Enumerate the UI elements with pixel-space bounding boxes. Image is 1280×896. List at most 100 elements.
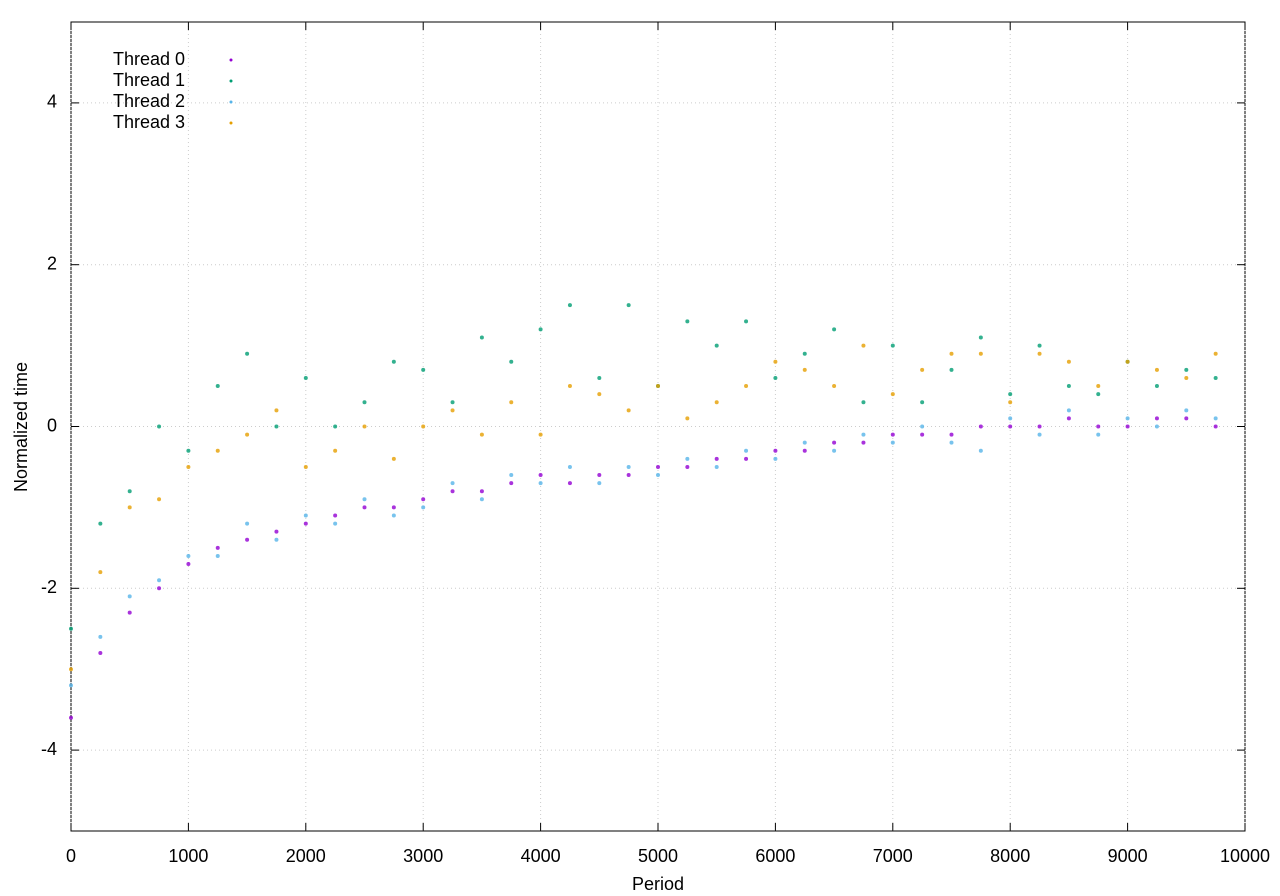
point	[597, 481, 602, 486]
point	[567, 384, 572, 389]
point	[1184, 408, 1189, 413]
point	[1008, 392, 1013, 397]
point	[597, 375, 602, 380]
point	[1066, 359, 1071, 364]
point	[1125, 424, 1130, 429]
point	[1037, 432, 1042, 437]
point	[920, 400, 925, 405]
point	[391, 505, 396, 510]
point	[773, 375, 778, 380]
point	[362, 424, 367, 429]
point	[685, 456, 690, 461]
point	[1154, 384, 1159, 389]
point	[1037, 424, 1042, 429]
point	[274, 529, 279, 534]
x-tick-label: 3000	[403, 846, 443, 866]
point	[567, 464, 572, 469]
point	[744, 448, 749, 453]
point	[1066, 416, 1071, 421]
point	[567, 303, 572, 308]
point	[656, 464, 660, 469]
point	[1037, 351, 1042, 356]
point	[479, 497, 484, 502]
x-tick-label: 10000	[1220, 846, 1270, 866]
point	[1008, 416, 1013, 421]
point	[1096, 432, 1101, 437]
point	[978, 448, 983, 453]
point	[714, 464, 719, 469]
point	[626, 303, 631, 308]
point	[1213, 375, 1218, 380]
point	[1184, 375, 1189, 380]
point	[538, 481, 543, 486]
point	[1213, 424, 1218, 429]
x-tick-label: 0	[66, 846, 76, 866]
point	[802, 440, 807, 445]
point	[656, 473, 660, 478]
point	[215, 553, 220, 558]
x-tick-label: 2000	[286, 846, 326, 866]
point	[1096, 384, 1101, 389]
y-tick-label: -4	[41, 739, 57, 759]
point	[744, 384, 749, 389]
point	[949, 367, 954, 372]
point	[949, 351, 954, 356]
point	[362, 505, 367, 510]
point	[1184, 367, 1189, 372]
point	[714, 343, 719, 348]
point	[127, 505, 132, 510]
point	[333, 521, 338, 526]
point	[832, 440, 837, 445]
point	[1037, 343, 1042, 348]
y-tick-label: 0	[47, 415, 57, 435]
point	[832, 384, 837, 389]
point	[773, 456, 778, 461]
point	[98, 570, 103, 575]
legend-marker	[229, 121, 233, 125]
point	[1213, 351, 1218, 356]
point	[1184, 416, 1189, 421]
point	[186, 562, 191, 567]
point	[303, 521, 308, 526]
point	[890, 440, 895, 445]
point	[157, 497, 162, 502]
y-tick-label: -2	[41, 577, 57, 597]
point	[626, 473, 631, 478]
legend-marker	[229, 79, 233, 83]
point	[538, 473, 543, 478]
point	[1154, 416, 1159, 421]
point	[685, 464, 690, 469]
legend-label: Thread 2	[113, 91, 185, 111]
point	[98, 651, 103, 656]
point	[186, 448, 191, 453]
point	[685, 319, 690, 324]
y-tick-label: 2	[47, 253, 57, 273]
x-tick-label: 1000	[168, 846, 208, 866]
point	[69, 715, 73, 720]
point	[1008, 424, 1013, 429]
point	[978, 424, 983, 429]
legend-label: Thread 1	[113, 70, 185, 90]
legend-marker	[229, 100, 233, 104]
point	[421, 424, 426, 429]
point	[861, 400, 866, 405]
point	[421, 505, 426, 510]
point	[450, 400, 455, 405]
point	[421, 497, 426, 502]
point	[509, 400, 514, 405]
y-axis-label: Normalized time	[11, 362, 31, 492]
point	[274, 408, 279, 413]
point	[538, 327, 543, 332]
point	[450, 408, 455, 413]
point	[245, 432, 250, 437]
point	[861, 343, 866, 348]
point	[1125, 359, 1130, 364]
point	[920, 432, 925, 437]
point	[421, 367, 426, 372]
point	[773, 359, 778, 364]
point	[215, 384, 220, 389]
point	[773, 448, 778, 453]
point	[920, 424, 925, 429]
point	[245, 351, 250, 356]
legend-label: Thread 0	[113, 49, 185, 69]
